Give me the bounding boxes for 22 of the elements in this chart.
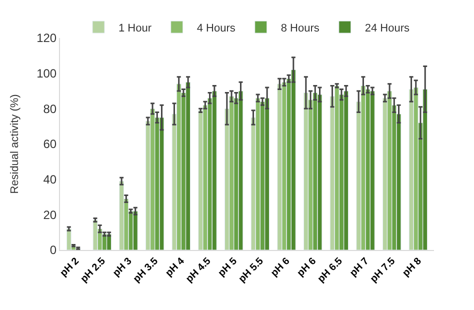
bar [290,70,296,250]
bar [132,210,138,250]
y-tick-label: 0 [50,243,57,258]
legend-label: 4 Hours [196,22,236,34]
y-tick-label: 100 [36,66,57,81]
y-tick-label: 60 [43,137,57,152]
x-tick-label: pH 7.5 [368,256,398,285]
bar [277,84,282,250]
y-tick-label: 40 [43,172,57,187]
bar [334,85,340,250]
x-tick-label: pH 6 [269,256,292,279]
y-tick-label: 20 [43,208,57,222]
y-tick-label: 120 [36,31,57,46]
x-tick-label: pH 7 [348,256,372,279]
y-tick-label: 80 [43,102,57,116]
legend-label: 8 Hours [280,22,320,34]
bar [212,90,217,250]
legend-label: 24 Hours [364,22,410,34]
bar [413,87,418,250]
y-axis-title: Residual activity (%) [9,94,22,194]
legend-label: 1 Hour [118,22,152,34]
x-tick-label: pH 8 [400,256,424,279]
